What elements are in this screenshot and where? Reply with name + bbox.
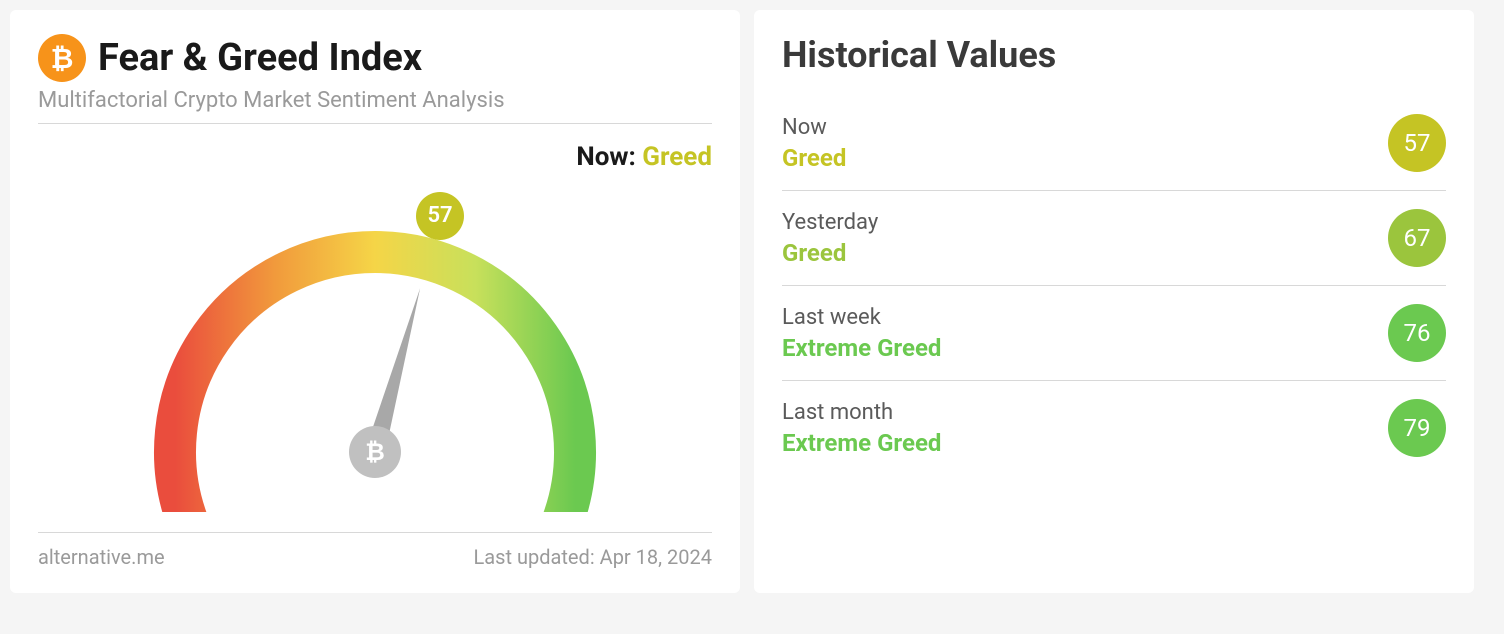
index-title: Fear & Greed Index — [98, 36, 422, 80]
historical-item: Last week Extreme Greed 76 — [782, 286, 1446, 381]
historical-value-badge: 79 — [1388, 399, 1446, 457]
gauge-hub-icon: ₿ — [365, 438, 385, 466]
header-row: ₿ Fear & Greed Index — [38, 34, 712, 82]
historical-title: Historical Values — [782, 34, 1446, 76]
historical-value-badge: 67 — [1388, 209, 1446, 267]
historical-item-left: Yesterday Greed — [782, 210, 878, 267]
gauge-needle: ₿ — [349, 288, 420, 478]
bitcoin-icon: ₿ — [38, 34, 86, 82]
historical-status: Extreme Greed — [782, 334, 941, 362]
header-divider — [38, 123, 712, 124]
historical-value-badge: 57 — [1388, 114, 1446, 172]
historical-list: Now Greed 57 Yesterday Greed 67 Last week Extre… — [782, 96, 1446, 475]
historical-item-left: Last month Extreme Greed — [782, 400, 941, 457]
historical-status: Greed — [782, 239, 878, 267]
historical-item: Now Greed 57 — [782, 96, 1446, 191]
footer-row: alternative.me Last updated: Apr 18, 202… — [38, 532, 712, 569]
historical-period: Now — [782, 115, 846, 140]
historical-status: Extreme Greed — [782, 429, 941, 457]
current-value-badge: 57 — [416, 192, 464, 240]
current-value: 57 — [427, 203, 452, 228]
historical-period: Last week — [782, 305, 941, 330]
historical-item: Yesterday Greed 67 — [782, 191, 1446, 286]
index-subtitle: Multifactorial Crypto Market Sentiment A… — [38, 88, 712, 113]
historical-item-left: Now Greed — [782, 115, 846, 172]
gauge-chart: ₿ — [95, 132, 655, 512]
historical-item-left: Last week Extreme Greed — [782, 305, 941, 362]
historical-period: Last month — [782, 400, 941, 425]
historical-value-badge: 76 — [1388, 304, 1446, 362]
gauge-container: ₿ 57 — [38, 172, 712, 532]
historical-panel: Historical Values Now Greed 57 Yesterday Gre… — [754, 10, 1474, 593]
updated-label: Last updated: Apr 18, 2024 — [474, 545, 713, 569]
historical-status: Greed — [782, 144, 846, 172]
historical-item: Last month Extreme Greed 79 — [782, 381, 1446, 475]
historical-period: Yesterday — [782, 210, 878, 235]
fear-greed-panel: ₿ Fear & Greed Index Multifactorial Cryp… — [10, 10, 740, 593]
source-label: alternative.me — [38, 545, 165, 569]
